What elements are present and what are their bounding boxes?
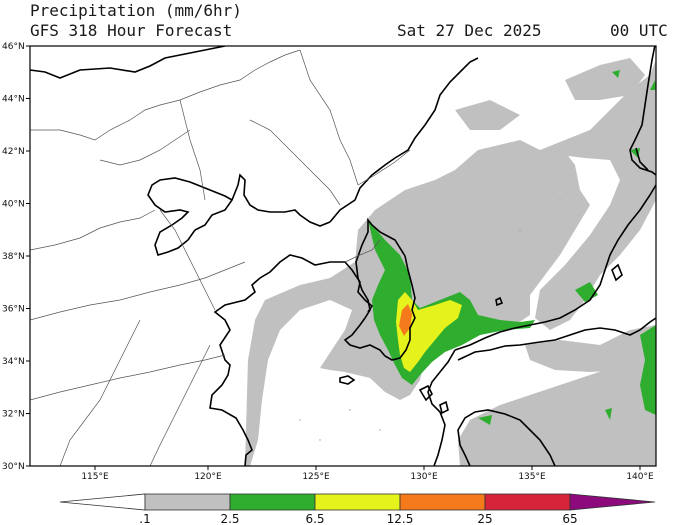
colorbar-label-4: 25 bbox=[477, 512, 492, 525]
latitude-axis: 46°N 44°N 42°N 40°N 38°N 36°N 34°N 32°N … bbox=[2, 42, 30, 472]
political-borders bbox=[30, 49, 411, 466]
lon-label-125: 125°E bbox=[302, 472, 330, 482]
lat-label-38: 38°N bbox=[2, 252, 25, 262]
lon-label-115: 115°E bbox=[81, 472, 109, 482]
colorbar-segment-green bbox=[229, 493, 316, 511]
model-forecast-label: GFS 318 Hour Forecast bbox=[30, 21, 233, 40]
colorbar-label-0: .1 bbox=[139, 512, 150, 525]
lat-label-30: 30°N bbox=[2, 462, 25, 472]
precip-light-areas bbox=[245, 58, 656, 466]
lon-label-120: 120°E bbox=[194, 472, 222, 482]
lat-label-42: 42°N bbox=[2, 147, 25, 157]
valid-time: 00 UTC bbox=[610, 21, 668, 40]
lon-label-135: 135°E bbox=[518, 472, 546, 482]
lat-label-32: 32°N bbox=[2, 410, 25, 420]
lat-label-44: 44°N bbox=[2, 95, 25, 105]
colorbar-label-3: 12.5 bbox=[387, 512, 414, 525]
precip-intense-areas bbox=[399, 304, 412, 336]
longitude-axis: 115°E 120°E 125°E 130°E 135°E 140°E bbox=[81, 466, 654, 482]
colorbar-segment-purple bbox=[569, 493, 656, 511]
lat-label-46: 46°N bbox=[2, 42, 25, 52]
lat-label-36: 36°N bbox=[2, 305, 25, 315]
coastlines bbox=[30, 46, 656, 466]
colorbar-label-2: 6.5 bbox=[305, 512, 324, 525]
colorbar-label-1: 2.5 bbox=[220, 512, 239, 525]
map-area bbox=[30, 46, 656, 466]
colorbar: .1 2.5 6.5 12.5 25 65 bbox=[59, 493, 656, 525]
colorbar-segment-yellow bbox=[314, 493, 401, 511]
colorbar-label-5: 65 bbox=[562, 512, 577, 525]
lat-label-34: 34°N bbox=[2, 357, 25, 367]
lon-label-140: 140°E bbox=[626, 472, 654, 482]
lon-label-130: 130°E bbox=[410, 472, 438, 482]
colorbar-segment-red bbox=[484, 493, 571, 511]
colorbar-segment-white bbox=[59, 493, 146, 511]
chart-title: Precipitation (mm/6hr) bbox=[30, 1, 242, 20]
colorbar-segment-orange bbox=[399, 493, 486, 511]
valid-date: Sat 27 Dec 2025 bbox=[397, 21, 542, 40]
colorbar-segment-gray bbox=[144, 493, 231, 511]
lat-label-40: 40°N bbox=[2, 200, 25, 210]
precip-stipple bbox=[299, 199, 561, 441]
